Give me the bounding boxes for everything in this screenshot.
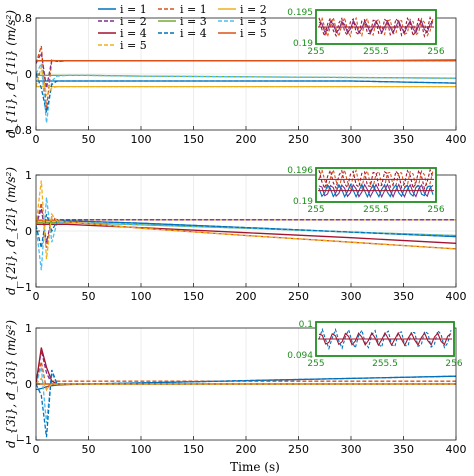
panels: 0 50 100 150 200 250 300 350 400−0.800.8d_{1i}, … bbox=[4, 8, 467, 456]
x-tick-label: 100 bbox=[131, 443, 152, 456]
inset-y-tick-label: 0.196 bbox=[287, 166, 313, 176]
y-tick-label: 0 bbox=[25, 68, 32, 81]
inset-x-tick-label: 255 bbox=[307, 359, 324, 369]
x-tick-label: 350 bbox=[393, 133, 414, 146]
chart-panel-1: 0 50 100 150 200 250 300 350 400−0.800.8d_{1i}, … bbox=[4, 8, 467, 146]
series-line-10 bbox=[36, 377, 456, 391]
x-tick-label: 100 bbox=[131, 133, 152, 146]
y-tick-label: 0.8 bbox=[15, 12, 33, 25]
legend-label-1: i = 1 bbox=[120, 3, 147, 16]
inset-zoom: 255 255.5 256 0.195 0.19 bbox=[287, 8, 445, 57]
x-tick-label: 350 bbox=[393, 443, 414, 456]
x-tick-label: 150 bbox=[183, 443, 204, 456]
series-line-7 bbox=[36, 223, 456, 244]
x-tick-label: 400 bbox=[446, 133, 467, 146]
series-group bbox=[36, 180, 456, 271]
inset-y-tick-label: 0.1 bbox=[299, 320, 313, 330]
series-line-4 bbox=[36, 208, 456, 243]
inset-zoom: 255 255.5 256 0.1 0.094 bbox=[287, 320, 463, 369]
x-tick-label: 150 bbox=[183, 290, 204, 303]
y-axis-label: d_{1i}, đ_{1i} (m/s²) bbox=[4, 10, 18, 138]
legend-label-10: i = 5 bbox=[120, 39, 147, 52]
inset-x-tick-label: 256 bbox=[427, 205, 444, 215]
legend-label-7: i = 4 bbox=[120, 27, 147, 40]
inset-x-tick-label: 255.5 bbox=[363, 47, 389, 57]
x-tick-label: 300 bbox=[341, 443, 362, 456]
inset-series-4 bbox=[318, 183, 434, 199]
inset-x-tick-label: 256 bbox=[427, 47, 444, 57]
inset-series-2 bbox=[318, 331, 452, 347]
x-tick-label: 250 bbox=[288, 133, 309, 146]
legend-label-9: i = 5 bbox=[240, 27, 267, 40]
x-tick-label: 0 bbox=[33, 443, 40, 456]
inset-x-tick-label: 255.5 bbox=[372, 359, 398, 369]
x-tick-label: 50 bbox=[82, 443, 96, 456]
x-tick-label: 400 bbox=[446, 290, 467, 303]
y-axis-label: d_{2i}, đ_{2i} (m/s²) bbox=[4, 167, 18, 295]
series-line-8 bbox=[36, 73, 456, 113]
y-tick-label: 0 bbox=[25, 378, 32, 391]
legend-label-5: i = 3 bbox=[180, 15, 207, 28]
inset-y-tick-label: 0.19 bbox=[293, 197, 313, 207]
x-tick-label: 150 bbox=[183, 133, 204, 146]
y-tick-label: −1 bbox=[16, 281, 32, 294]
x-tick-label: 250 bbox=[288, 290, 309, 303]
legend-label-4: i = 2 bbox=[120, 15, 147, 28]
x-tick-label: 300 bbox=[341, 133, 362, 146]
x-tick-label: 200 bbox=[236, 443, 257, 456]
x-tick-label: 400 bbox=[446, 443, 467, 456]
x-tick-label: 250 bbox=[288, 443, 309, 456]
series-line-2 bbox=[36, 361, 456, 392]
series-line-10 bbox=[36, 180, 456, 260]
y-axis-label: d_{3i}, đ_{3i} (m/s²) bbox=[4, 320, 18, 448]
inset-series-2 bbox=[318, 19, 434, 35]
inset-x-tick-label: 255 bbox=[307, 205, 324, 215]
inset-zoom: 255 255.5 256 0.196 0.19 bbox=[287, 166, 445, 215]
series-group bbox=[36, 45, 456, 124]
inset-y-tick-label: 0.195 bbox=[287, 8, 313, 18]
x-tick-label: 350 bbox=[393, 290, 414, 303]
y-tick-label: 0 bbox=[25, 225, 32, 238]
legend-label-8: i = 4 bbox=[180, 27, 207, 40]
inset-x-tick-label: 255 bbox=[307, 47, 324, 57]
inset-x-tick-label: 256 bbox=[445, 359, 462, 369]
inset-x-tick-label: 255.5 bbox=[363, 205, 389, 215]
series-line-10 bbox=[36, 66, 456, 97]
y-tick-label: 1 bbox=[25, 169, 32, 182]
legend-label-3: i = 2 bbox=[240, 3, 267, 16]
inset-series-1 bbox=[318, 15, 434, 39]
y-tick-label: −0.8 bbox=[5, 124, 32, 137]
y-tick-label: 1 bbox=[25, 322, 32, 335]
x-tick-label: 100 bbox=[131, 290, 152, 303]
x-tick-label: 300 bbox=[341, 290, 362, 303]
inset-y-tick-label: 0.094 bbox=[287, 351, 313, 361]
inset-y-tick-label: 0.19 bbox=[293, 39, 313, 49]
x-tick-label: 50 bbox=[82, 290, 96, 303]
x-tick-label: 50 bbox=[82, 133, 96, 146]
legend-label-6: i = 3 bbox=[240, 15, 267, 28]
x-tick-label: 0 bbox=[33, 290, 40, 303]
legend-label-2: i = 1 bbox=[180, 3, 207, 16]
series-group bbox=[36, 347, 456, 438]
y-tick-label: −1 bbox=[16, 434, 32, 447]
x-axis-label: Time (s) bbox=[230, 460, 280, 474]
x-tick-label: 200 bbox=[236, 290, 257, 303]
x-tick-label: 200 bbox=[236, 133, 257, 146]
x-tick-label: 0 bbox=[33, 133, 40, 146]
